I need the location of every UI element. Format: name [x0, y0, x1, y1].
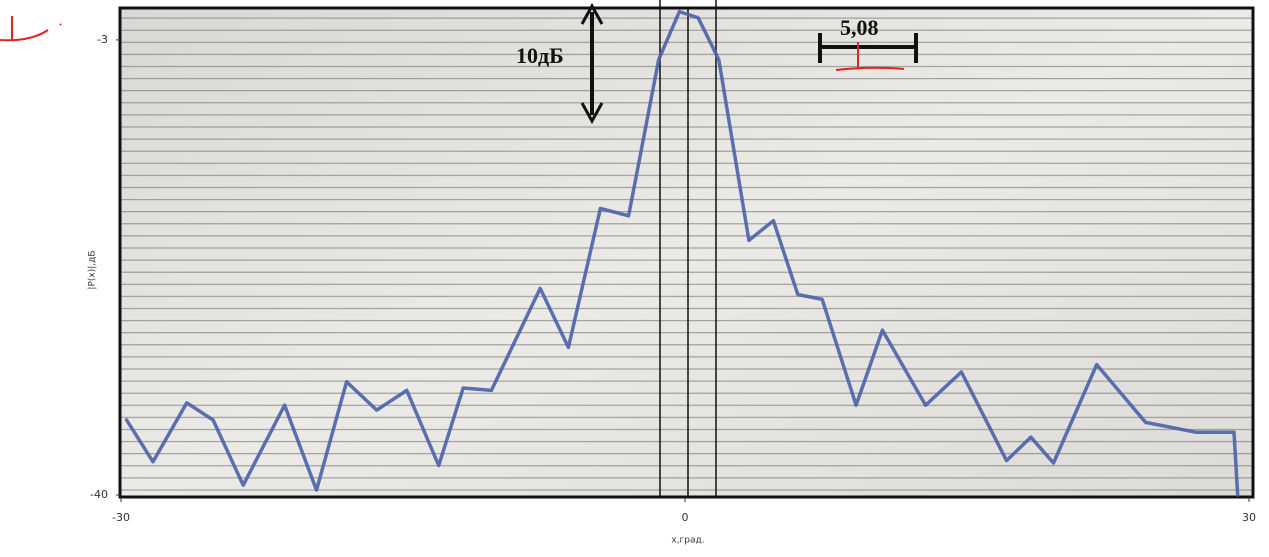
annotation: 10дБ — [516, 43, 564, 68]
x-tick-label: -30 — [112, 511, 130, 524]
plot-frame — [118, 6, 1255, 499]
x-tick-label: 0 — [682, 511, 689, 524]
y-tick-label: -3 — [97, 33, 108, 46]
arrow-10db — [580, 2, 604, 125]
annotation: 5,08 — [840, 15, 879, 40]
y-axis-label: |P(x)|,дБ — [88, 250, 98, 289]
line-series — [124, 9, 1240, 497]
plot-stripes — [120, 8, 1253, 497]
y-tick-label: -40 — [90, 488, 108, 501]
scale-bar — [818, 33, 918, 71]
x-axis-label: x,град. — [671, 536, 704, 546]
handwriting — [0, 16, 62, 42]
x-tick-label: 30 — [1242, 511, 1256, 524]
